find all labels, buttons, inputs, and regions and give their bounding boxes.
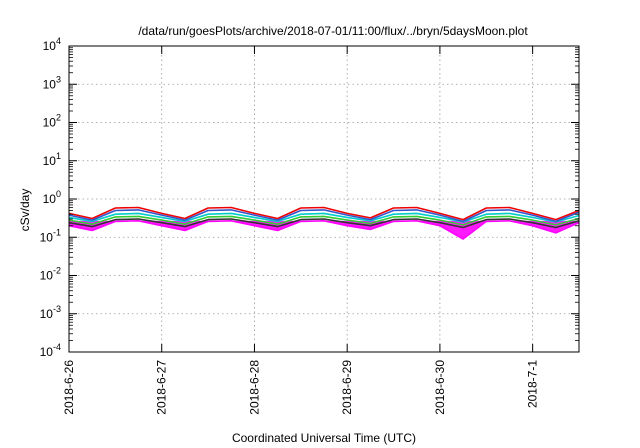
x-tick-label: 2018-6-26 — [62, 360, 76, 415]
y-tick-label: 10-2 — [40, 266, 61, 283]
x-tick-label: 2018-6-27 — [155, 360, 169, 415]
series-line — [68, 218, 580, 229]
plot-frame — [68, 45, 580, 353]
y-axis-ticks: 10-4 10-3 10-2 10-1 100 101 102 103 104 — [40, 36, 579, 359]
y-tick-label: 103 — [43, 74, 61, 91]
y-tick-label: 102 — [43, 113, 61, 130]
series-line — [68, 212, 580, 223]
x-tick-label: 2018-6-29 — [340, 360, 354, 415]
series-line — [68, 206, 580, 221]
y-tick-label: 101 — [43, 151, 61, 168]
y-tick-label: 10-3 — [40, 304, 61, 321]
x-tick-label: 2018-7-1 — [526, 360, 540, 408]
series-line — [68, 215, 580, 226]
y-tick-label: 104 — [43, 36, 61, 53]
x-axis-ticks: 2018-6-26 2018-6-27 2018-6-28 2018-6-29 2018… — [62, 46, 540, 415]
grid — [68, 46, 579, 352]
chart-title: /data/run/goesPlots/archive/2018-07-01/1… — [138, 24, 528, 38]
x-tick-label: 2018-6-28 — [247, 360, 261, 415]
y-axis-label: cSv/day — [18, 189, 32, 232]
series-fill — [69, 220, 579, 239]
x-tick-label: 2018-6-30 — [433, 360, 447, 415]
y-tick-label: 10-4 — [40, 342, 61, 359]
series-line — [68, 209, 580, 223]
x-axis-label: Coordinated Universal Time (UTC) — [232, 431, 416, 445]
y-tick-label: 10-1 — [40, 227, 61, 244]
y-tick-label: 100 — [43, 189, 61, 206]
series-layer — [68, 206, 580, 240]
series-line — [68, 220, 580, 240]
